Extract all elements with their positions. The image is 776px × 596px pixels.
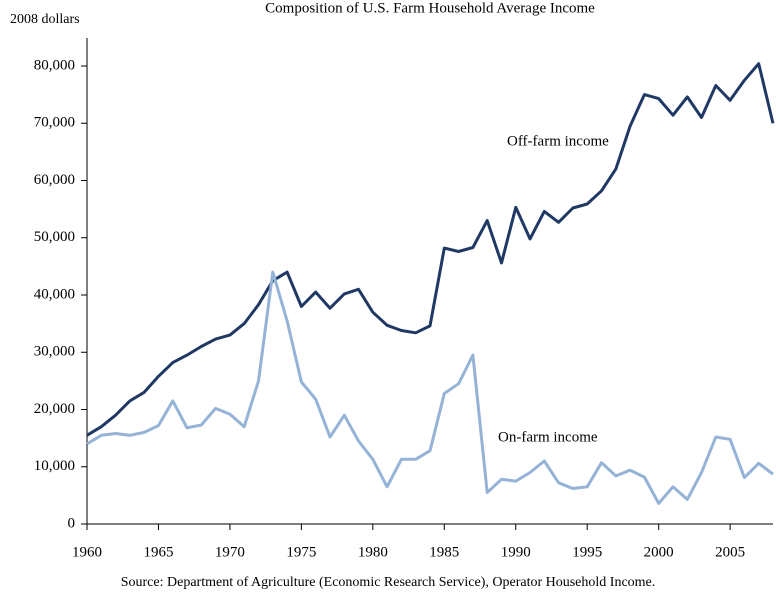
y-tick-label: 20,000 bbox=[34, 401, 75, 417]
y-tick-label: 30,000 bbox=[34, 344, 75, 360]
source-note: Source: Department of Agriculture (Econo… bbox=[121, 575, 656, 590]
x-tick-label: 1960 bbox=[72, 544, 102, 560]
y-tick-label: 60,000 bbox=[34, 172, 75, 188]
x-tick-label: 1995 bbox=[572, 544, 602, 560]
x-tick-label: 2000 bbox=[644, 544, 674, 560]
x-tick-label: 1985 bbox=[429, 544, 459, 560]
x-tick-label: 1990 bbox=[501, 544, 531, 560]
x-tick-label: 1970 bbox=[215, 544, 245, 560]
y-axis-label: 2008 dollars bbox=[10, 12, 80, 27]
y-tick-label: 10,000 bbox=[34, 458, 75, 474]
x-tick-label: 1980 bbox=[358, 544, 388, 560]
x-tick-label: 1975 bbox=[286, 544, 316, 560]
x-tick-label: 2005 bbox=[715, 544, 745, 560]
y-tick-label: 0 bbox=[68, 515, 76, 531]
chart-title: Composition of U.S. Farm Household Avera… bbox=[265, 0, 595, 16]
series-line bbox=[86, 270, 774, 505]
series-line bbox=[86, 62, 775, 437]
y-tick-label: 80,000 bbox=[34, 57, 75, 73]
y-tick-label: 70,000 bbox=[34, 115, 75, 131]
y-tick-label: 50,000 bbox=[34, 229, 75, 245]
series-label: On-farm income bbox=[498, 429, 598, 445]
series-label: Off-farm income bbox=[507, 133, 609, 149]
y-tick-label: 40,000 bbox=[34, 286, 75, 302]
x-tick-label: 1965 bbox=[143, 544, 173, 560]
